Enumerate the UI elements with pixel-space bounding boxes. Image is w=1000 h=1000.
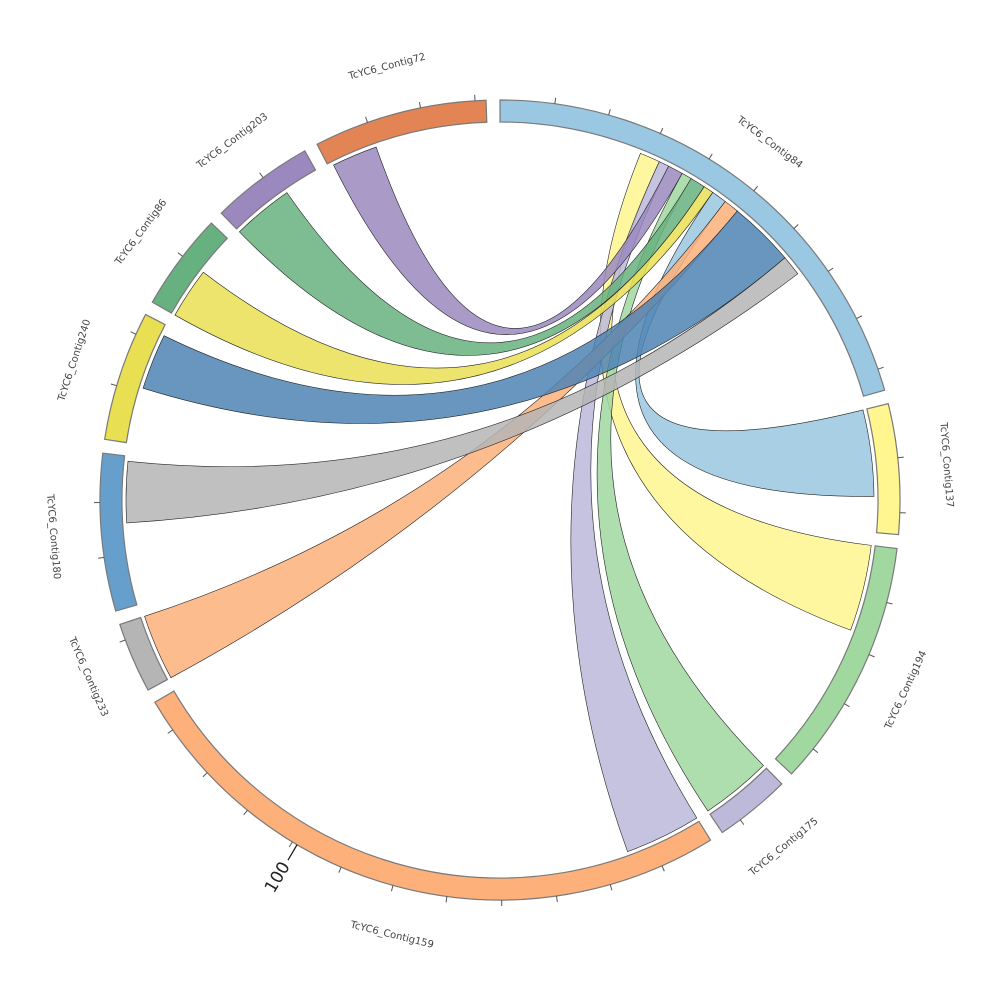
axis-tick (119, 639, 126, 643)
chord-tcyc6-contig240-to-tcyc6-contig84[interactable] (142, 210, 786, 424)
segment-label: TcYC6_Contig194 (883, 649, 930, 732)
segment-tcyc6-contig180[interactable] (99, 452, 138, 612)
axis-tick (365, 116, 369, 123)
segments-layer (99, 99, 901, 901)
segment-label: TcYC6_Contig159 (348, 919, 434, 950)
segment-tcyc6-contig194[interactable] (774, 545, 898, 775)
chord-tcyc6-contig175-to-tcyc6-contig84[interactable] (596, 172, 764, 812)
axis-tick (897, 456, 904, 459)
axis-tick (753, 185, 759, 192)
segment-label: TcYC6_Contig203 (194, 111, 270, 171)
axis-tick (130, 331, 137, 335)
axis-tick (259, 172, 264, 178)
major-tick (287, 844, 298, 861)
chord-tcyc6-contig194-to-tcyc6-contig84[interactable] (600, 152, 872, 631)
axis-tick (554, 97, 557, 104)
axis-tick (177, 252, 184, 257)
segment-tcyc6-contig175[interactable] (709, 767, 783, 834)
segment-tcyc6-contig86[interactable] (151, 222, 229, 314)
axis-tick (167, 729, 173, 734)
axis-tick (793, 224, 799, 229)
segment-tcyc6-contig84[interactable] (499, 99, 886, 397)
segment-label: TcYC6_Contig180 (44, 493, 62, 580)
axis-tick (661, 865, 665, 872)
segment-label: TcYC6_Contig84 (734, 114, 805, 171)
segment-label: TcYC6_Contig233 (66, 635, 110, 719)
axis-tick (98, 556, 105, 559)
segment-tcyc6-contig240[interactable] (103, 313, 166, 444)
axis-tick (556, 895, 558, 902)
axis-tick (868, 654, 875, 658)
segment-tcyc6-contig233[interactable] (119, 616, 169, 691)
axis-tick (390, 885, 394, 892)
segment-tcyc6-contig159[interactable] (154, 690, 712, 901)
axis-tick (445, 896, 448, 903)
axis-tick (609, 884, 613, 891)
axis-tick (418, 101, 422, 109)
axis-tick (877, 366, 884, 370)
axis-tick (827, 267, 834, 272)
segment-tcyc6-contig72[interactable] (316, 99, 488, 165)
chord-tcyc6-contig137-to-tcyc6-contig84[interactable] (635, 191, 875, 497)
segment-tcyc6-contig137[interactable] (866, 402, 901, 536)
axis-tick (856, 315, 863, 320)
axis-tick (243, 809, 248, 816)
axis-tick (202, 772, 208, 778)
axis-tick (739, 819, 745, 825)
segment-label: TcYC6_Contig175 (747, 816, 821, 879)
segment-tcyc6-contig203[interactable] (220, 150, 317, 230)
segment-label: TcYC6_Contig240 (56, 318, 93, 404)
axis-tick (708, 153, 713, 160)
segment-label: TcYC6_Contig72 (347, 52, 427, 83)
chords-layer (125, 146, 875, 852)
axis-tick (288, 841, 293, 848)
major-tick-label: 100 (261, 858, 295, 896)
axis-tick (608, 109, 611, 116)
axis-tick (812, 748, 819, 754)
axis-tick (659, 127, 664, 134)
segment-label: TcYC6_Contig86 (113, 197, 170, 268)
chord-tcyc6-contig233-to-tcyc6-contig84[interactable] (144, 201, 738, 679)
chord-tcyc6-contig72-to-tcyc6-contig84[interactable] (333, 146, 683, 335)
chord-tcyc6-contig86-to-tcyc6-contig84[interactable] (174, 186, 714, 385)
axis-tick (844, 703, 850, 708)
chord-tcyc6-contig203-to-tcyc6-contig84[interactable] (238, 178, 705, 356)
axis-tick (886, 602, 893, 605)
axis-tick (110, 383, 117, 387)
chord-tcyc6-contig180-to-tcyc6-contig84[interactable] (125, 257, 799, 524)
axis-tick (338, 866, 342, 873)
segment-label: TcYC6_Contig137 (937, 421, 955, 508)
